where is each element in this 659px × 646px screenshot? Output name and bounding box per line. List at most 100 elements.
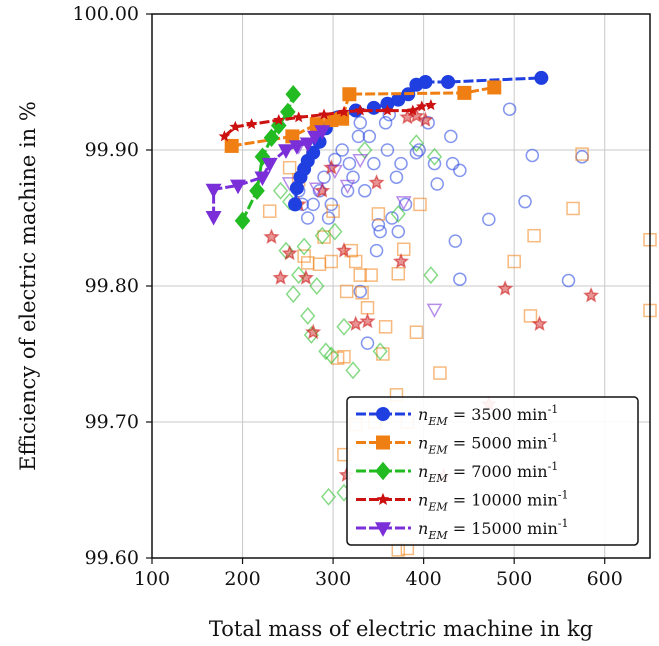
cloud-point: [395, 196, 412, 211]
cloud-point: [360, 336, 375, 350]
cloud-point: [362, 129, 377, 144]
cloud-point: [337, 349, 351, 364]
front-point: [318, 108, 330, 120]
front-point: [263, 128, 280, 147]
x-tick-label: 600: [587, 568, 623, 590]
cloud-point: [314, 182, 331, 198]
cloud-point: [453, 163, 467, 178]
front-point: [342, 87, 357, 102]
legend-marker: [376, 492, 390, 505]
cloud-point: [296, 237, 312, 256]
front-point: [254, 171, 271, 187]
legend-label: nEM = 5000 min-1: [418, 432, 558, 457]
cloud-point: [353, 284, 368, 299]
cloud-point: [335, 143, 349, 157]
cloud-point: [430, 177, 444, 191]
cloud-point: [523, 309, 538, 323]
front-point: [292, 111, 305, 123]
cloud-point: [390, 204, 406, 223]
pareto-fronts: [205, 70, 549, 230]
cloud-point: [347, 315, 364, 332]
cloud-point: [360, 301, 375, 315]
cloud-point: [396, 242, 411, 257]
x-tick-label: 200: [224, 568, 260, 590]
y-axis-label: Efficiency of electric machine in %: [16, 101, 40, 471]
cloud-point: [409, 325, 424, 339]
cloud-point: [409, 145, 424, 160]
front-point: [285, 85, 302, 104]
cloud-point: [285, 285, 301, 304]
cloud-point: [391, 224, 406, 239]
cloud-point: [300, 306, 316, 325]
front-point: [261, 157, 278, 173]
cloud-point: [358, 184, 372, 198]
cloud-point: [427, 156, 442, 171]
cloud-point: [321, 211, 336, 225]
cloud-point: [389, 170, 404, 184]
front-point: [306, 130, 323, 146]
cloud-point: [300, 256, 315, 270]
cloud-point: [340, 184, 355, 198]
front-point: [205, 210, 222, 226]
front-point: [534, 70, 549, 85]
cloud-point: [345, 361, 361, 380]
front-point: [306, 145, 321, 160]
cloud-point: [531, 315, 548, 332]
y-tick-label: 100.00: [73, 3, 139, 25]
cloud-point: [426, 147, 443, 166]
cloud-point: [282, 160, 297, 175]
cloud-point: [392, 252, 410, 269]
cloud-point: [518, 194, 532, 209]
front-point: [487, 80, 502, 95]
front-point: [278, 144, 295, 159]
cloud-point: [371, 218, 386, 232]
front-point: [299, 137, 316, 153]
cloud-point: [408, 134, 424, 153]
cloud-point: [507, 254, 521, 269]
cloud-point: [309, 277, 325, 295]
front-point: [406, 104, 419, 116]
x-axis-label: Total mass of electric machine in kg: [209, 617, 593, 641]
front-line: [212, 129, 324, 217]
cloud-point: [326, 204, 340, 218]
cloud-point: [391, 267, 406, 281]
cloud-point: [353, 268, 368, 282]
cloud-point: [372, 342, 388, 361]
cloud-point: [263, 228, 280, 245]
cloud-point: [497, 280, 514, 296]
cloud-point: [394, 156, 408, 171]
x-tick-label: 300: [315, 568, 351, 590]
cloud-point: [566, 201, 580, 216]
cloud-point: [327, 164, 343, 180]
cloud-point: [445, 156, 460, 171]
cloud-point: [448, 234, 463, 248]
x-tick-label: 100: [134, 568, 170, 590]
front-point: [218, 130, 231, 142]
legend-label: nEM = 10000 min-1: [418, 489, 568, 514]
cloud-point: [342, 156, 357, 171]
x-tick-label: 500: [496, 568, 532, 590]
cloud-point: [305, 323, 322, 340]
cloud-point: [324, 197, 339, 212]
cloud-point: [413, 197, 427, 212]
cloud-point: [527, 228, 541, 243]
cloud-point: [335, 242, 353, 258]
cloud-point: [312, 257, 327, 271]
cloud-point: [339, 284, 354, 299]
cloud-point: [355, 286, 369, 300]
front-point: [418, 75, 433, 89]
cloud-point: [423, 266, 439, 285]
front-point: [205, 183, 222, 199]
cloud-point: [482, 212, 496, 227]
cloud-point: [320, 487, 337, 506]
legend-label: nEM = 3500 min-1: [418, 403, 558, 428]
legend-marker: [375, 522, 391, 537]
legend-label: nEM = 15000 min-1: [418, 517, 568, 542]
front-point: [254, 147, 271, 167]
front-point: [272, 113, 285, 126]
cloud-point: [502, 102, 517, 116]
legend: nEM = 3500 min-1 nEM = 5000 min-1 nEM = 70…: [346, 396, 639, 546]
cloud-point: [314, 226, 330, 245]
cloud-point: [262, 204, 277, 218]
